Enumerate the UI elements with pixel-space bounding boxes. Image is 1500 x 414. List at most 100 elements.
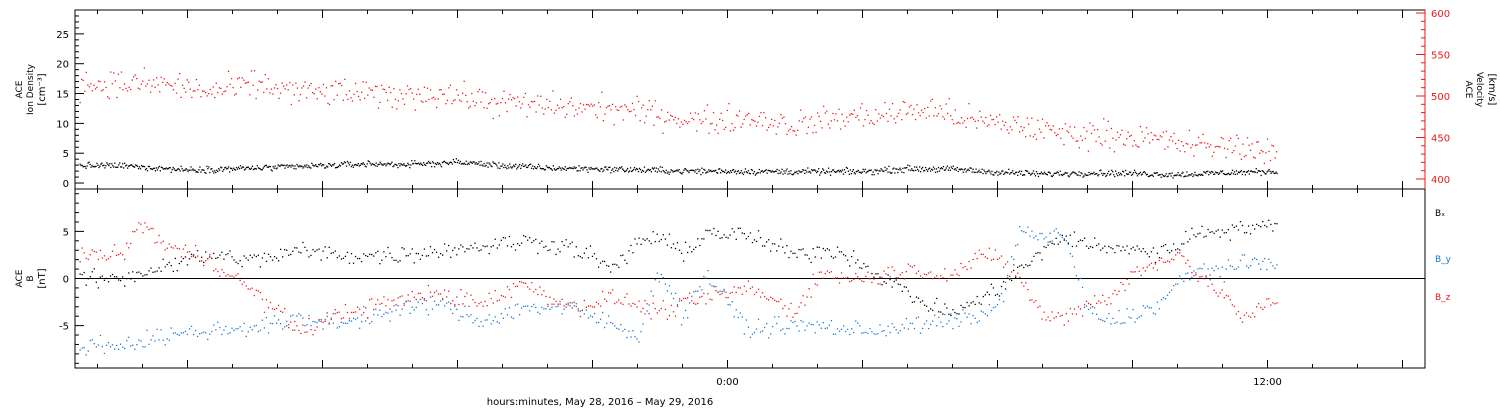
density-point bbox=[266, 166, 268, 168]
b-series-1-point bbox=[433, 300, 436, 302]
density-point bbox=[1251, 171, 1253, 173]
density-point bbox=[849, 169, 852, 171]
b-series-1-point bbox=[336, 327, 338, 329]
velocity-point bbox=[593, 104, 595, 106]
density-point bbox=[1158, 174, 1160, 176]
b-series-1-point bbox=[348, 320, 351, 322]
density-point bbox=[943, 169, 946, 171]
b-series-0-point bbox=[1217, 229, 1219, 231]
velocity-point bbox=[945, 103, 947, 105]
density-point bbox=[406, 164, 408, 167]
density-point bbox=[1021, 174, 1024, 177]
density-point bbox=[160, 166, 162, 168]
density-point bbox=[1003, 173, 1005, 176]
density-point bbox=[966, 169, 968, 172]
density-point bbox=[1190, 174, 1192, 176]
velocity-point bbox=[1008, 132, 1010, 134]
b-series-1-point bbox=[122, 346, 124, 348]
b-series-1-point bbox=[1098, 318, 1100, 320]
velocity-point bbox=[1028, 123, 1030, 125]
b-series-2-point bbox=[974, 252, 976, 255]
b-series-2-point bbox=[816, 284, 818, 286]
b-series-0-point bbox=[721, 237, 723, 239]
b-series-2-point bbox=[1233, 305, 1236, 308]
density-point bbox=[681, 173, 683, 175]
velocity-point bbox=[108, 97, 110, 100]
b-series-2-point bbox=[369, 298, 371, 301]
velocity-point bbox=[699, 119, 701, 121]
b-series-2-point bbox=[407, 294, 409, 296]
velocity-point bbox=[269, 92, 271, 94]
velocity-point bbox=[976, 127, 978, 129]
density-point bbox=[452, 158, 455, 161]
density-point bbox=[512, 166, 514, 168]
velocity-point bbox=[1095, 140, 1097, 143]
b-series-2-point bbox=[172, 247, 174, 249]
b-series-2-point bbox=[506, 286, 509, 288]
b-series-2-point bbox=[1122, 283, 1124, 285]
density-point bbox=[851, 170, 853, 173]
b-series-1-point bbox=[701, 289, 703, 291]
b-series-2-point bbox=[1114, 289, 1116, 292]
b-series-0-point bbox=[460, 244, 462, 246]
b-series-1-point bbox=[1166, 294, 1169, 296]
velocity-point bbox=[1174, 142, 1177, 145]
b-series-1-point bbox=[99, 334, 102, 337]
b-series-1-point bbox=[865, 331, 867, 333]
density-point bbox=[134, 164, 137, 166]
b-series-2-point bbox=[522, 282, 525, 284]
b-series-0-point bbox=[684, 241, 687, 243]
b-series-2-point bbox=[794, 313, 796, 315]
density-point bbox=[91, 164, 93, 167]
b-series-2-point bbox=[520, 281, 523, 283]
b-series-2-point bbox=[160, 242, 162, 244]
b-series-1-point bbox=[1148, 307, 1150, 309]
density-point bbox=[686, 169, 688, 172]
b-series-1-point bbox=[488, 314, 490, 316]
velocity-point bbox=[503, 90, 505, 92]
density-point bbox=[1075, 172, 1077, 175]
velocity-point bbox=[865, 109, 868, 112]
density-point bbox=[195, 171, 197, 173]
density-point bbox=[315, 164, 317, 166]
velocity-point bbox=[1118, 136, 1120, 139]
b-series-1-point bbox=[263, 327, 266, 329]
density-point bbox=[763, 170, 765, 173]
b-series-0-point bbox=[1039, 252, 1041, 254]
velocity-point bbox=[1006, 129, 1008, 131]
legend-entry: B_z bbox=[1435, 293, 1451, 303]
b-series-2-point bbox=[1031, 299, 1033, 301]
b-series-1-point bbox=[857, 322, 859, 324]
b-series-1-point bbox=[1181, 278, 1183, 280]
density-point bbox=[1009, 173, 1011, 175]
density-point bbox=[932, 166, 935, 168]
velocity-point bbox=[446, 99, 448, 102]
density-point bbox=[420, 162, 422, 164]
b-series-1-point bbox=[81, 347, 83, 349]
b-series-0-point bbox=[954, 311, 956, 314]
b-series-2-point bbox=[577, 310, 579, 312]
b-series-0-point bbox=[381, 259, 383, 261]
b-series-0-point bbox=[1002, 281, 1005, 283]
b-series-1-point bbox=[219, 326, 221, 329]
b-series-0-point bbox=[144, 274, 146, 276]
velocity-point bbox=[1231, 151, 1233, 154]
b-series-0-point bbox=[367, 255, 369, 258]
b-series-0-point bbox=[1094, 237, 1096, 239]
velocity-point bbox=[406, 85, 409, 87]
density-point bbox=[149, 168, 152, 170]
b-series-1-point bbox=[893, 326, 895, 328]
b-series-2-point bbox=[551, 303, 553, 305]
velocity-point bbox=[126, 90, 129, 92]
b-series-1-point bbox=[304, 325, 306, 327]
density-point bbox=[1268, 168, 1270, 171]
density-point bbox=[540, 168, 543, 170]
density-point bbox=[920, 171, 922, 173]
b-series-0-point bbox=[450, 256, 452, 258]
b-series-1-point bbox=[855, 320, 857, 322]
velocity-point bbox=[572, 105, 574, 107]
b-series-2-point bbox=[626, 293, 628, 295]
velocity-point bbox=[677, 118, 680, 120]
density-point bbox=[771, 170, 773, 172]
velocity-point bbox=[702, 120, 704, 123]
